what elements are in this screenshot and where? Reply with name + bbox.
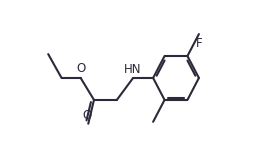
Text: O: O xyxy=(76,62,85,75)
Text: HN: HN xyxy=(123,63,141,76)
Text: O: O xyxy=(83,109,92,122)
Text: F: F xyxy=(195,37,202,50)
